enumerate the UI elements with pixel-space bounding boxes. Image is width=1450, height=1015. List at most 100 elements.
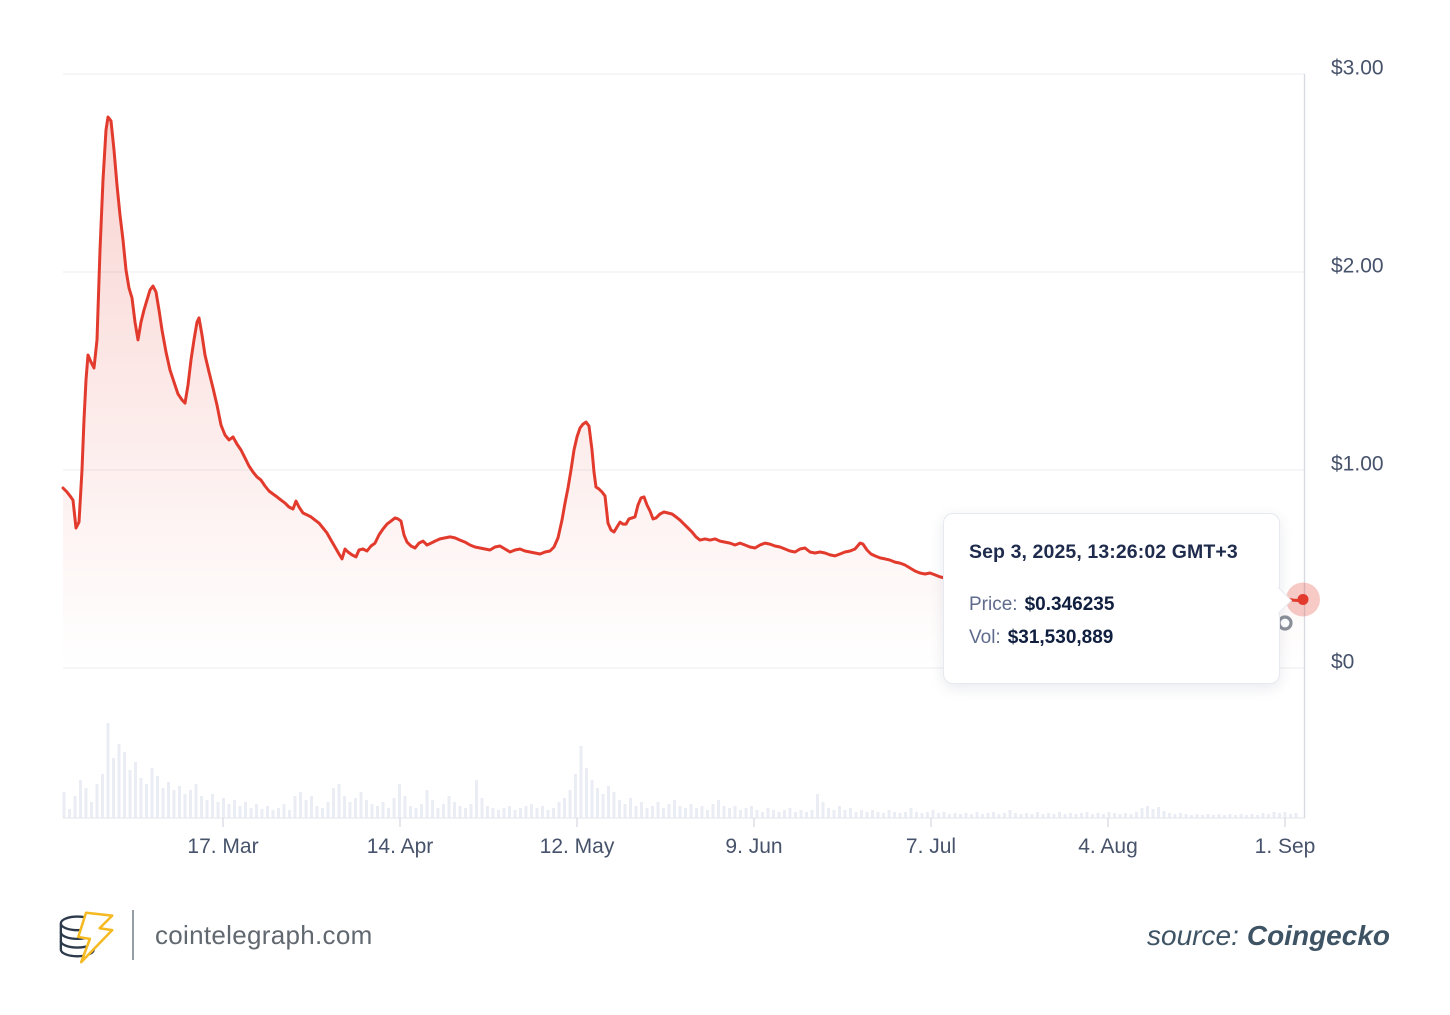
volume-bar — [695, 808, 698, 818]
volume-bar — [233, 800, 236, 818]
price-chart[interactable]: $3.00 $2.00 $1.00 $0 17. Mar 14. Apr 12. May 9.… — [0, 0, 1450, 870]
volume-bar — [524, 806, 528, 818]
volume-bar — [920, 813, 924, 818]
tooltip-price-label: Price: — [969, 594, 1018, 615]
volume-bar — [827, 808, 830, 818]
volume-bar — [255, 804, 258, 818]
tooltip-volume-row: Vol: $31,530,889 — [969, 626, 1255, 650]
volume-bar — [172, 790, 176, 818]
last-point-marker — [1297, 593, 1309, 605]
volume-bar — [1206, 814, 1210, 818]
volume-bar — [101, 774, 104, 818]
volume-bar — [337, 784, 341, 818]
volume-bar — [1283, 812, 1287, 818]
volume-bar — [1036, 812, 1039, 818]
volume-bar — [1003, 813, 1006, 818]
volume-bar — [843, 810, 847, 818]
volume-bar — [816, 794, 819, 818]
volume-bar — [640, 802, 643, 818]
volume-bar — [310, 796, 313, 818]
y-axis-label: $3.00 — [1331, 57, 1384, 80]
volume-bar — [359, 792, 363, 818]
volume-bar — [293, 796, 297, 818]
volume-bar — [1239, 814, 1243, 818]
volume-bar — [1052, 814, 1056, 818]
volume-bar — [535, 808, 539, 818]
volume-bar — [387, 808, 390, 818]
volume-bar — [689, 804, 693, 818]
volume-bar — [623, 804, 627, 818]
volume-bar — [106, 723, 110, 818]
volume-bar — [618, 800, 621, 818]
volume-bar — [706, 810, 709, 818]
volume-bar — [634, 806, 638, 818]
volume-bar — [546, 810, 550, 818]
volume-bar — [937, 813, 940, 818]
volume-bar — [1069, 813, 1072, 818]
volume-bar — [651, 806, 654, 818]
volume-bar — [601, 794, 605, 818]
markers — [1277, 582, 1320, 631]
volume-bar — [1179, 813, 1182, 818]
tooltip-timestamp: Sep 3, 2025, 13:26:02 GMT+3 — [969, 541, 1238, 563]
volume-bar — [728, 808, 731, 818]
volume-bar — [205, 800, 209, 818]
x-axis-label: 1. Sep — [1255, 835, 1316, 858]
site-text: cointelegraph.com — [155, 919, 373, 950]
volume-bar — [557, 802, 561, 818]
y-axis-label: $0 — [1331, 651, 1354, 674]
volume-bar — [772, 810, 775, 818]
volume-bar — [805, 812, 808, 818]
volume-bar — [717, 800, 720, 818]
volume-bar — [1157, 807, 1160, 818]
volume-bar — [277, 808, 280, 818]
volume-bar — [315, 806, 319, 818]
volume-bar — [1212, 815, 1215, 818]
volume-bar — [409, 806, 412, 818]
volume-bar — [678, 806, 682, 818]
volume-bar — [1217, 814, 1221, 818]
volume-bar — [1140, 808, 1144, 818]
x-axis-label: 17. Mar — [187, 835, 258, 858]
volume-bar — [733, 806, 737, 818]
volume-bar — [343, 796, 346, 818]
volume-bar — [909, 808, 913, 818]
volume-bar — [777, 812, 781, 818]
volume-bar — [1256, 815, 1259, 818]
volume-bar — [953, 813, 957, 818]
volume-bar — [1113, 813, 1116, 818]
volume-bar — [981, 814, 984, 818]
volume-bar — [238, 806, 242, 818]
volume-bar — [491, 808, 495, 818]
volume-bar — [403, 796, 407, 818]
volume-bar — [117, 744, 121, 818]
volume-bar — [959, 814, 962, 818]
volume-bar — [458, 806, 462, 818]
volume-bar — [865, 812, 869, 818]
volume-bar — [997, 814, 1001, 818]
volume-bar — [849, 808, 852, 818]
tooltip-volume-label: Vol: — [969, 627, 1001, 648]
volume-bar — [1195, 814, 1199, 818]
volume-bar — [222, 798, 225, 818]
volume-bar — [447, 796, 451, 818]
brand-divider — [132, 910, 134, 960]
volume-bar — [948, 814, 951, 818]
volume-bar — [200, 796, 203, 818]
volume-bar — [810, 810, 814, 818]
footer: cointelegraph.com source: Coingecko — [0, 898, 1450, 978]
chart-tooltip: Sep 3, 2025, 13:26:02 GMT+3 Price: $0.346… — [943, 513, 1292, 684]
volume-bar — [414, 808, 418, 818]
volume-bar — [1118, 814, 1122, 818]
volume-bar — [376, 806, 379, 818]
volume-bar — [964, 813, 968, 818]
volume-bar — [469, 804, 473, 818]
volume-bar — [838, 806, 841, 818]
volume-bar — [266, 806, 269, 818]
volume-bar — [381, 802, 385, 818]
volume-bar — [744, 808, 748, 818]
y-axis-label: $1.00 — [1331, 453, 1384, 476]
volume-bar — [788, 808, 792, 818]
volume-bar — [112, 758, 115, 818]
volume-bar — [1085, 812, 1089, 818]
